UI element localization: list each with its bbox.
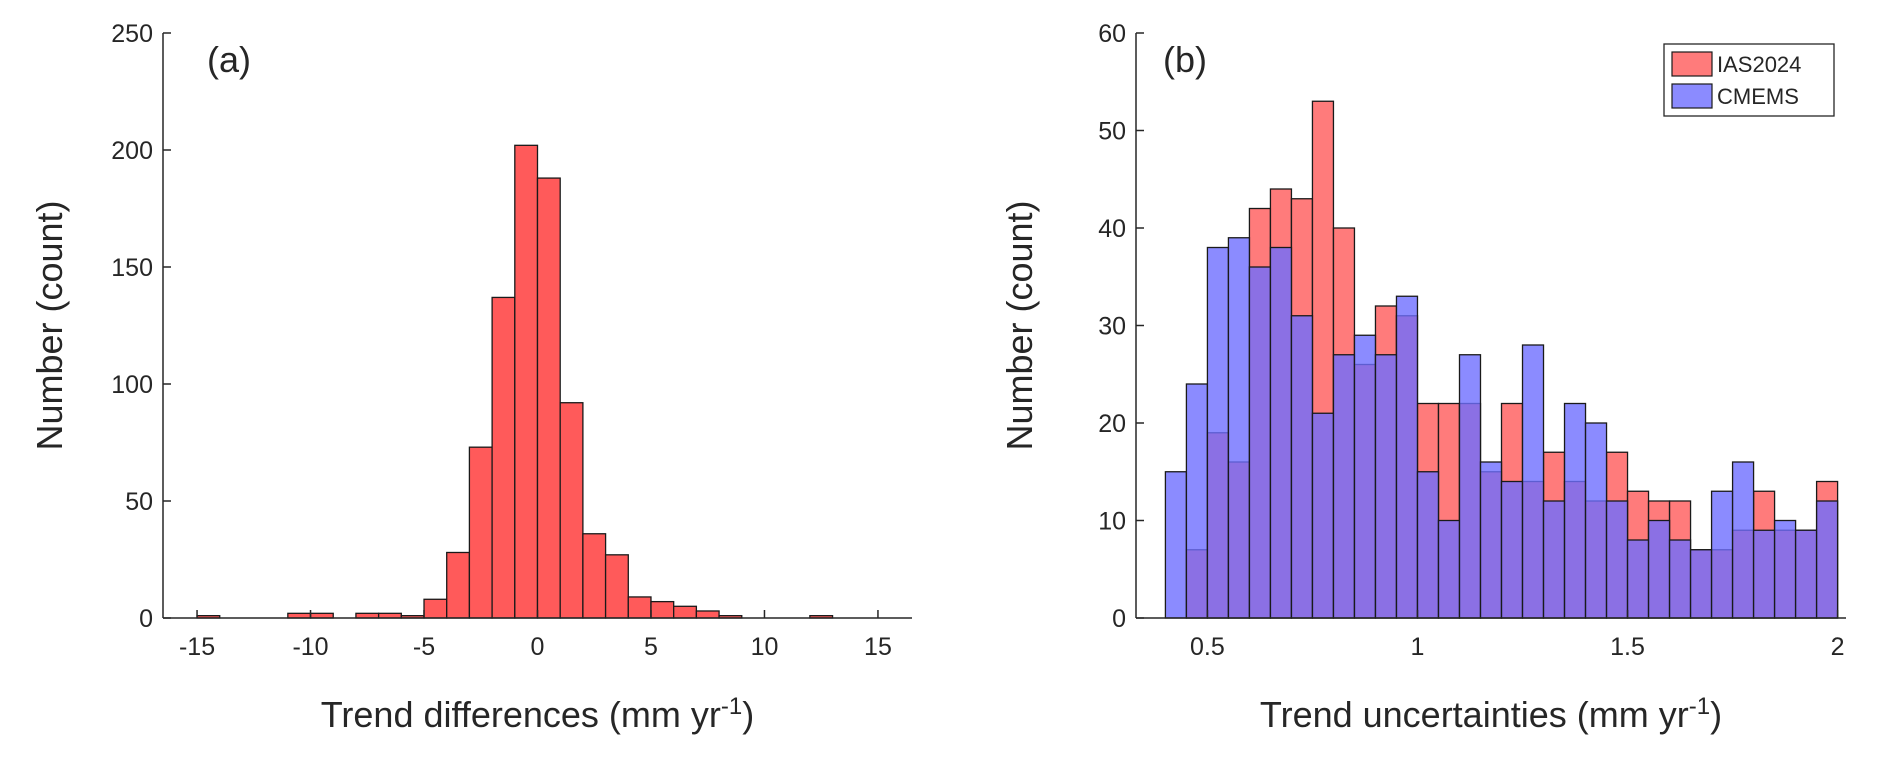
x-tick-label-3: 0 bbox=[531, 633, 545, 661]
bar-trend-differences-22 bbox=[695, 610, 720, 619]
bar-trend-differences-19 bbox=[627, 596, 652, 619]
x-axis-label: Trend differences (mm yr-1) bbox=[321, 693, 754, 735]
bar-cmems-15 bbox=[1479, 461, 1503, 619]
bar-cmems-21 bbox=[1605, 500, 1629, 619]
y-tick-label-2: 20 bbox=[1098, 410, 1126, 438]
bar-cmems-10 bbox=[1374, 354, 1398, 619]
legend-label-ias2024: IAS2024 bbox=[1717, 52, 1801, 77]
bar-cmems-20 bbox=[1584, 422, 1608, 619]
panel-a: 0 50 100 150 200 250 -15 -10 -5 0 5 10 15 (a) Number (… bbox=[29, 20, 912, 735]
x-axis-label-superscript: -1 bbox=[721, 693, 742, 720]
bar-cmems-8 bbox=[1332, 354, 1356, 619]
x-tick-label-3: 2 bbox=[1831, 633, 1845, 661]
legend-swatch-ias2024 bbox=[1671, 51, 1713, 77]
bar-cmems-25 bbox=[1689, 549, 1713, 619]
y-tick-label-0: 0 bbox=[1112, 605, 1126, 633]
x-tick-label-4: 5 bbox=[644, 633, 658, 661]
y-axis-label: Number (count) bbox=[29, 200, 70, 450]
legend-swatch-cmems bbox=[1671, 83, 1713, 109]
bar-cmems-7 bbox=[1311, 412, 1335, 619]
bar-cmems-29 bbox=[1773, 519, 1797, 619]
bar-trend-differences-17 bbox=[582, 533, 607, 619]
x-tick-label-0: -15 bbox=[179, 633, 215, 661]
bar-trend-differences-11 bbox=[446, 551, 471, 619]
x-tick-label-5: 10 bbox=[751, 633, 779, 661]
bar-cmems-6 bbox=[1290, 315, 1314, 619]
x-axis-label-end: ) bbox=[1710, 694, 1722, 735]
x-axis-label-superscript: -1 bbox=[1689, 693, 1710, 720]
bar-cmems-16 bbox=[1500, 480, 1524, 619]
x-axis-label-main: Trend uncertainties (mm yr bbox=[1260, 694, 1689, 735]
bar-cmems-28 bbox=[1752, 529, 1776, 619]
panel-b: 0 10 20 30 40 50 60 0.5 1 1.5 2 (b) Number (count) Tr… bbox=[999, 20, 1846, 735]
bar-cmems-24 bbox=[1668, 539, 1692, 619]
y-tick-label-3: 30 bbox=[1098, 313, 1126, 341]
bar-cmems-0 bbox=[1164, 471, 1188, 619]
y-tick-label-2: 100 bbox=[111, 371, 153, 399]
x-axis-label: Trend uncertainties (mm yr-1) bbox=[1260, 693, 1722, 735]
y-tick-label-4: 200 bbox=[111, 137, 153, 165]
bar-cmems-2 bbox=[1206, 246, 1230, 619]
bar-cmems-4 bbox=[1248, 266, 1272, 619]
panel-label: (b) bbox=[1163, 39, 1207, 80]
bar-trend-differences-10 bbox=[423, 598, 448, 619]
bar-cmems-5 bbox=[1269, 246, 1293, 619]
x-tick-label-1: 1 bbox=[1411, 633, 1425, 661]
x-tick-label-0: 0.5 bbox=[1190, 633, 1225, 661]
x-tick-label-2: -5 bbox=[413, 633, 435, 661]
bar-trend-differences-16 bbox=[559, 402, 584, 619]
bar-trend-differences-14 bbox=[514, 144, 539, 619]
bar-cmems-23 bbox=[1647, 519, 1671, 619]
x-tick-label-6: 15 bbox=[864, 633, 892, 661]
bar-cmems-1 bbox=[1185, 383, 1209, 619]
bar-cmems-17 bbox=[1521, 344, 1545, 619]
bar-cmems-3 bbox=[1227, 237, 1251, 619]
bar-cmems-14 bbox=[1458, 354, 1482, 619]
x-axis-label-main: Trend differences (mm yr bbox=[321, 694, 721, 735]
bar-trend-differences-13 bbox=[491, 296, 516, 619]
bar-cmems-22 bbox=[1626, 539, 1650, 619]
y-tick-label-6: 60 bbox=[1098, 20, 1126, 48]
bar-trend-differences-15 bbox=[536, 177, 561, 619]
bar-cmems-9 bbox=[1353, 334, 1377, 619]
x-tick-label-1: -10 bbox=[292, 633, 328, 661]
legend-label-cmems: CMEMS bbox=[1717, 84, 1799, 109]
x-axis-label-end: ) bbox=[742, 694, 754, 735]
bar-trend-differences-21 bbox=[673, 605, 698, 619]
bar-cmems-26 bbox=[1710, 490, 1734, 619]
bar-cmems-31 bbox=[1815, 500, 1839, 619]
bar-trend-differences-12 bbox=[468, 446, 493, 619]
bar-cmems-12 bbox=[1416, 471, 1440, 619]
y-tick-label-1: 50 bbox=[125, 488, 153, 516]
bar-cmems-30 bbox=[1794, 529, 1818, 619]
y-tick-label-5: 250 bbox=[111, 20, 153, 48]
x-tick-label-2: 1.5 bbox=[1610, 633, 1645, 661]
bar-trend-differences-20 bbox=[650, 600, 675, 619]
panel-label: (a) bbox=[207, 39, 251, 80]
bar-cmems-11 bbox=[1395, 295, 1419, 619]
y-tick-label-1: 10 bbox=[1098, 508, 1126, 536]
bar-trend-differences-18 bbox=[604, 554, 629, 619]
bar-cmems-19 bbox=[1563, 402, 1587, 619]
y-tick-label-3: 150 bbox=[111, 254, 153, 282]
y-tick-label-4: 40 bbox=[1098, 215, 1126, 243]
bar-cmems-13 bbox=[1437, 519, 1461, 619]
bar-cmems-27 bbox=[1731, 461, 1755, 619]
y-tick-label-0: 0 bbox=[139, 605, 153, 633]
y-axis-label: Number (count) bbox=[999, 200, 1040, 450]
y-tick-label-5: 50 bbox=[1098, 118, 1126, 146]
bar-cmems-18 bbox=[1542, 500, 1566, 619]
